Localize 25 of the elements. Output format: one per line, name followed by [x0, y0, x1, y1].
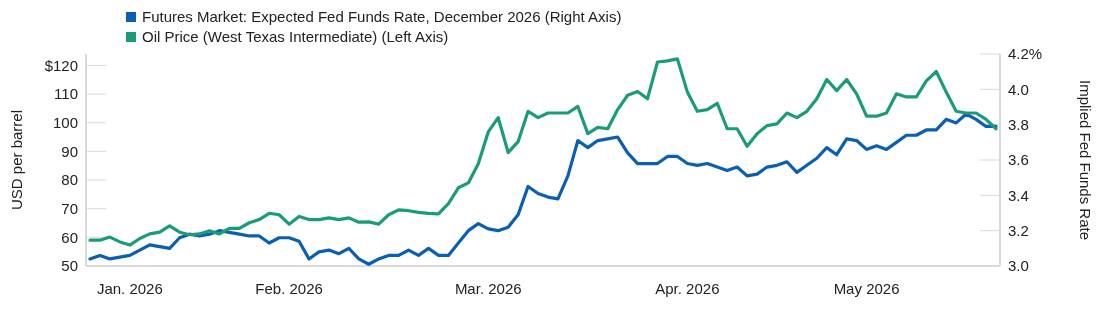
y2-tick-label: 3.0 [1008, 257, 1029, 275]
x-tick-label: May 2026 [833, 280, 900, 297]
y-tick-label: 100 [52, 114, 78, 132]
legend-label: Futures Market: Expected Fed Funds Rate, December 2026 (Right Axis) [142, 8, 622, 26]
y2-axis-title: Implied Fed Funds Rate [1077, 79, 1094, 241]
y2-tick-label: 3.8 [1008, 115, 1029, 133]
x-tick-label: Feb. 2026 [255, 280, 323, 297]
y-tick-label: 70 [61, 199, 78, 217]
x-tick-label: Mar. 2026 [454, 280, 522, 297]
y-tick-label: 50 [61, 257, 78, 275]
legend-label: Oil Price (West Texas Intermediate) (Left Axis) [142, 28, 449, 46]
y-axis-title: USD per barrel [8, 109, 25, 211]
y2-tick-label: 4.2% [1008, 45, 1043, 63]
y-tick-label: 60 [61, 228, 78, 246]
line-series [88, 57, 998, 247]
y2-tick-label: 3.6 [1008, 151, 1029, 169]
x-tick-label: Apr. 2026 [655, 280, 720, 297]
y2-tick-label: 3.4 [1008, 186, 1029, 204]
y-tick-label: $120 [44, 56, 78, 74]
x-tick-label: Jan. 2026 [96, 280, 163, 297]
y-tick-label: 110 [54, 85, 78, 103]
y-tick-label: 90 [61, 142, 78, 160]
y-tick-label: 80 [61, 171, 78, 189]
y2-tick-label: 4.0 [1008, 80, 1029, 98]
y2-tick-label: 3.2 [1008, 221, 1029, 239]
